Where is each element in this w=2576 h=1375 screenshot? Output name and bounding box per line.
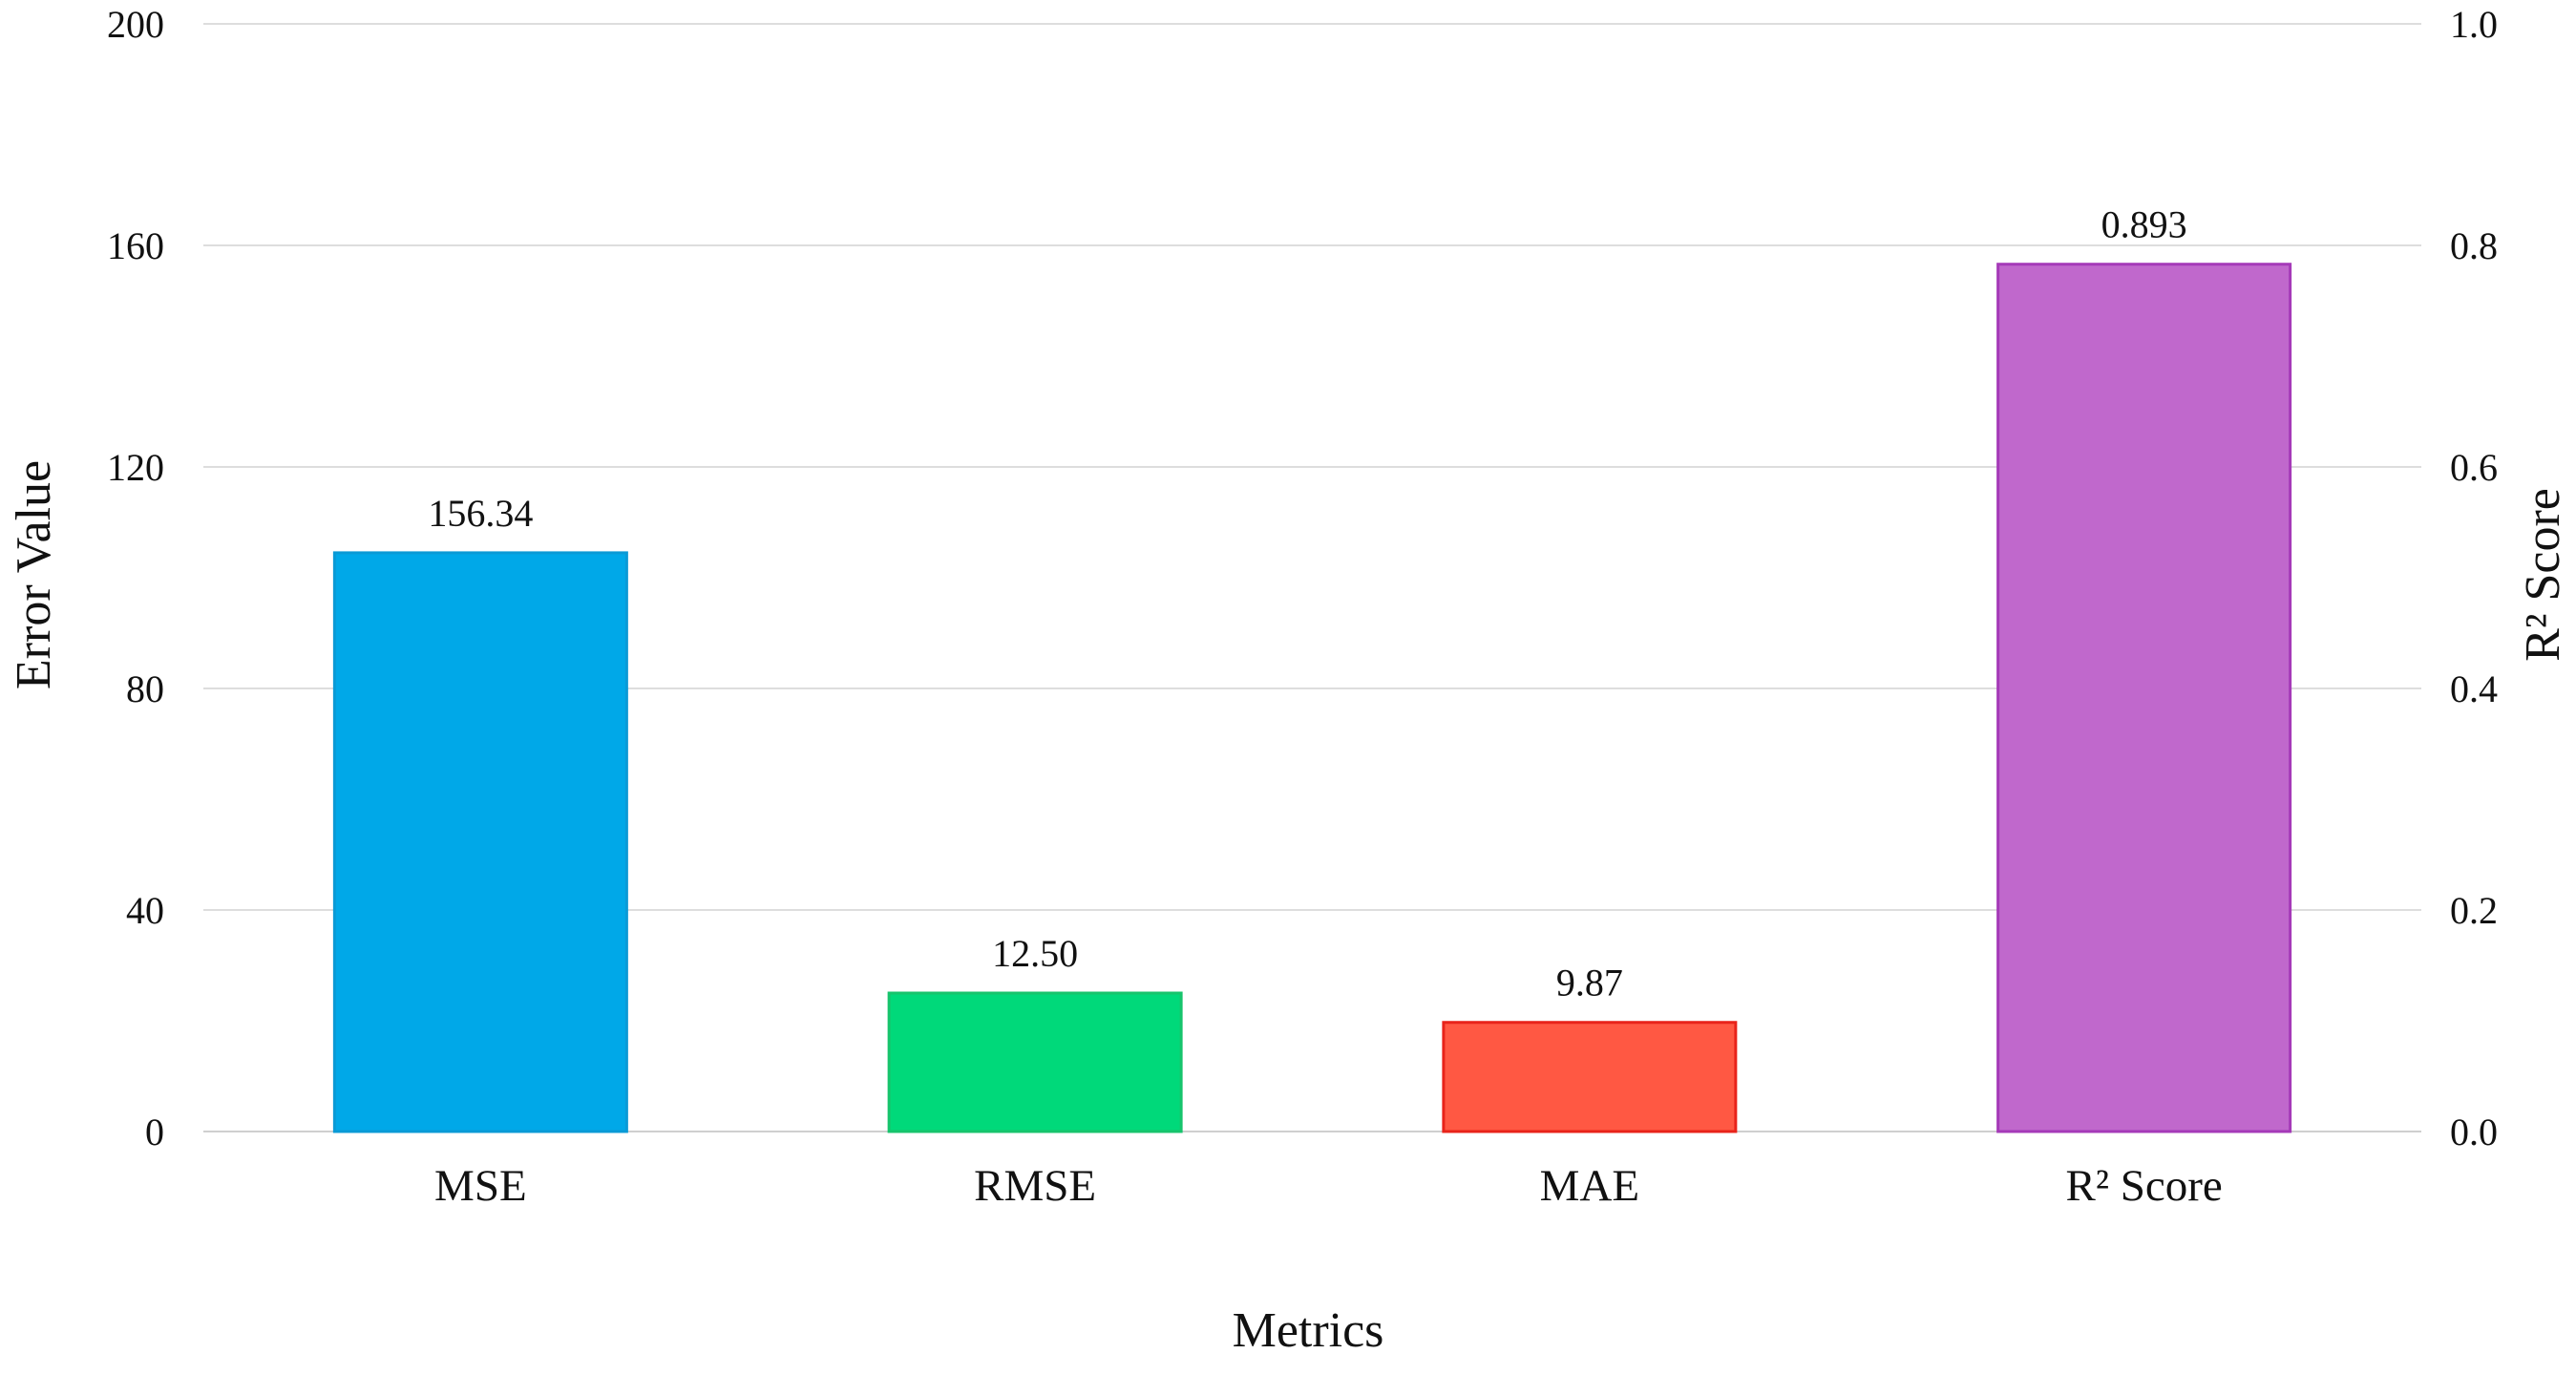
y2-tick-label: 1.0: [2450, 3, 2498, 46]
bar: [887, 991, 1183, 1133]
category-label: RMSE: [974, 1161, 1096, 1211]
bar: [1442, 1021, 1738, 1133]
y-tick-label: 160: [107, 224, 164, 267]
y-tick-label: 40: [126, 889, 164, 932]
category-label: MSE: [434, 1161, 527, 1211]
y-tick-label: 120: [107, 446, 164, 489]
left-axis-ticks: 0 40 80 120 160 200: [107, 3, 164, 1153]
y2-tick-label: 0.6: [2450, 446, 2498, 489]
y-axis-title: Error Value: [7, 460, 61, 689]
bars: [332, 263, 2292, 1133]
bar: [332, 551, 628, 1133]
y2-tick-label: 0.8: [2450, 224, 2498, 267]
category-label: MAE: [1540, 1161, 1639, 1211]
data-label: 12.50: [992, 932, 1078, 975]
data-label: 0.893: [2101, 203, 2187, 246]
data-labels: 156.34 12.50 9.87 0.893: [428, 203, 2186, 1005]
data-label: 156.34: [428, 492, 533, 535]
category-labels: MSE RMSE MAE R² Score: [434, 1161, 2223, 1211]
right-axis-ticks: 0.0 0.2 0.4 0.6 0.8 1.0: [2450, 3, 2498, 1153]
y-tick-label: 80: [126, 667, 164, 710]
category-label: R² Score: [2066, 1161, 2223, 1211]
y2-tick-label: 0.0: [2450, 1111, 2498, 1153]
y2-tick-label: 0.2: [2450, 889, 2498, 932]
data-label: 9.87: [1556, 962, 1623, 1005]
y2-tick-label: 0.4: [2450, 667, 2498, 710]
x-axis-title: Metrics: [1233, 1303, 1384, 1358]
y-tick-label: 0: [145, 1111, 164, 1153]
bar: [1996, 263, 2292, 1133]
y-tick-label: 200: [107, 3, 164, 46]
y2-axis-title: R² Score: [2516, 488, 2570, 662]
